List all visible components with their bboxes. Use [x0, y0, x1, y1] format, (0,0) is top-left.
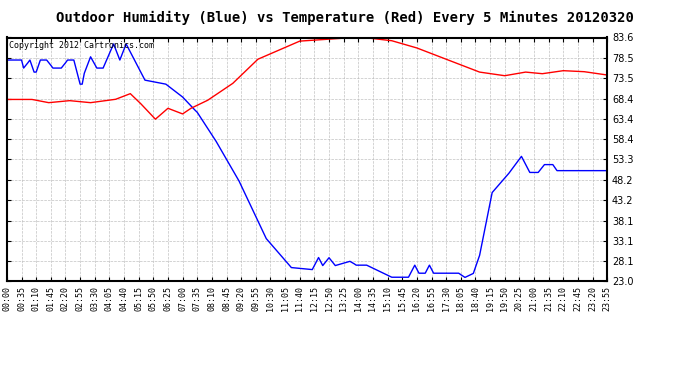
- Text: Outdoor Humidity (Blue) vs Temperature (Red) Every 5 Minutes 20120320: Outdoor Humidity (Blue) vs Temperature (…: [56, 11, 634, 26]
- Text: Copyright 2012 Cartronics.com: Copyright 2012 Cartronics.com: [9, 41, 154, 50]
